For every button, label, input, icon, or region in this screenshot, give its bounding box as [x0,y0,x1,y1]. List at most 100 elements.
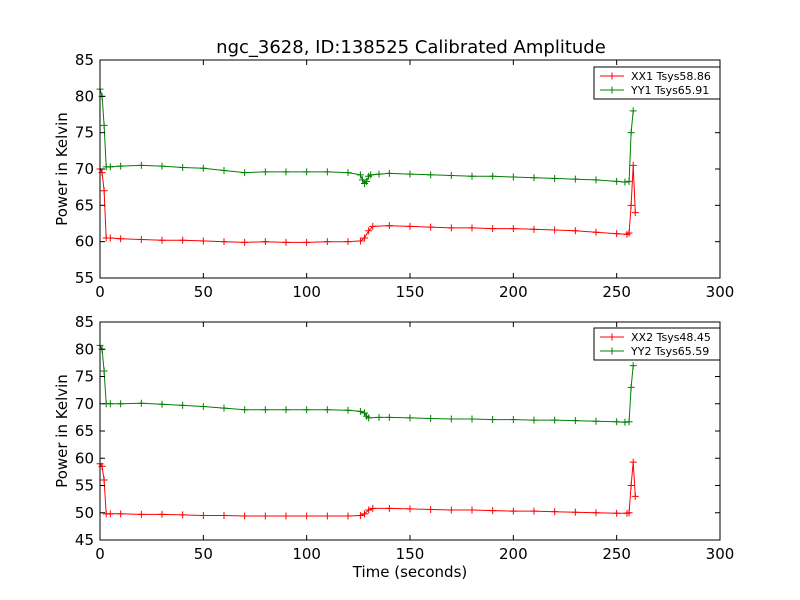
data-point-marker [447,172,455,180]
y-tick-label: 65 [75,422,94,440]
data-point-marker [137,235,145,243]
data-point-marker [361,234,369,242]
data-point-marker [241,512,249,520]
data-point-marker [117,162,125,170]
data-point-marker [199,237,207,245]
data-point-marker [489,416,497,424]
data-point-marker [106,234,114,242]
data-point-marker [117,400,125,408]
data-point-marker [179,164,187,172]
data-point-marker [447,415,455,423]
data-point-marker [571,175,579,183]
data-point-marker [158,162,166,170]
data-point-marker [367,171,375,179]
y-tick-label: 75 [75,368,94,386]
data-point-marker [627,201,635,209]
data-point-marker [179,401,187,409]
data-point-marker [369,504,377,512]
data-point-marker [199,402,207,410]
data-point-marker [199,164,207,172]
y-tick-label: 45 [75,531,94,549]
data-point-marker [137,399,145,407]
legend-label: XX1 Tsys58.86 [631,70,711,83]
x-axis-label: Time (seconds) [352,563,468,581]
legend-box [593,66,721,100]
y-tick-label: 50 [75,504,94,522]
data-point-marker [629,458,637,466]
subplot-top: 0 50 100 150 200 250 300 55 60 65 70 75 80 85 Power in… [53,51,734,301]
data-point-marker [303,406,311,414]
data-point-marker [489,172,497,180]
data-point-marker [509,173,517,181]
data-point-marker [629,161,637,169]
data-point-marker [625,229,633,237]
x-tick-label: 0 [95,545,105,563]
data-point-marker [137,510,145,518]
data-point-marker [356,407,364,415]
data-point-marker [406,222,414,230]
data-point-marker [369,222,377,230]
data-point-marker [406,414,414,422]
data-point-marker [282,512,290,520]
data-point-marker [625,509,633,517]
data-point-marker [592,417,600,425]
data-point-marker [530,507,538,515]
data-point-marker [613,230,621,238]
x-tick-label: 200 [499,283,528,301]
data-point-marker [631,209,639,217]
data-point-marker [631,492,639,500]
data-point-marker [158,400,166,408]
y-tick-label: 60 [75,449,94,467]
data-point-marker [530,416,538,424]
series-1 [96,458,639,520]
data-point-marker [509,225,517,233]
series-2 [96,85,637,188]
legend-label: YY1 Tsys65.91 [630,84,709,97]
data-point-marker [625,177,633,185]
data-point-marker [100,187,108,195]
data-point-marker [621,418,629,426]
data-point-marker [323,512,331,520]
data-point-marker [625,418,633,426]
data-point-marker [220,404,228,412]
data-point-marker [117,510,125,518]
data-point-marker [261,406,269,414]
data-point-marker [468,415,476,423]
data-point-marker [447,224,455,232]
data-point-marker [220,238,228,246]
y-tick-label: 55 [75,269,94,287]
data-point-marker [100,121,108,129]
data-point-marker [489,225,497,233]
data-point-marker [551,416,559,424]
data-point-marker [117,235,125,243]
data-point-marker [137,161,145,169]
data-point-marker [100,367,108,375]
legend-marker [608,347,616,355]
data-point-marker [551,508,559,516]
data-point-marker [179,511,187,519]
y-axis-label: Power in Kelvin [53,112,71,226]
data-point-marker [323,406,331,414]
legend-marker [608,86,616,94]
x-tick-label: 0 [95,283,105,301]
data-point-marker [241,238,249,246]
x-tick-label: 300 [706,545,735,563]
data-point-marker [489,507,497,515]
data-point-marker [375,170,383,178]
data-point-marker [509,507,517,515]
data-point-marker [406,505,414,513]
data-point-marker [303,512,311,520]
data-point-marker [356,237,364,245]
data-point-marker [356,511,364,519]
data-point-marker [621,178,629,186]
y-tick-label: 55 [75,477,94,495]
data-point-marker [385,222,393,230]
data-point-marker [447,506,455,514]
data-point-marker [406,170,414,178]
y-tick-label: 70 [75,395,94,413]
legend-marker [608,72,616,80]
data-point-marker [365,414,373,422]
data-point-marker [365,506,373,514]
x-tick-label: 250 [602,283,631,301]
